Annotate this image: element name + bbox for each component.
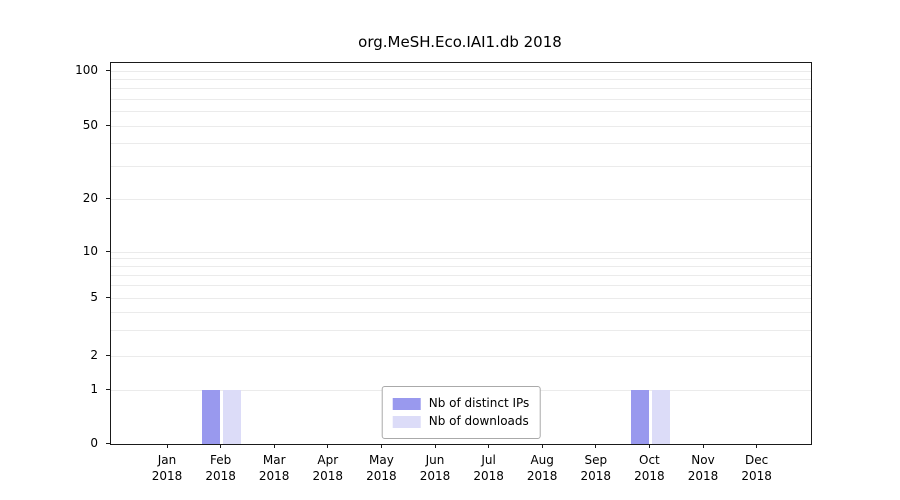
x-tick-label: May 2018 (366, 453, 397, 483)
x-tick-mark (327, 444, 329, 448)
gridline (111, 78, 811, 80)
bar-downloads (651, 390, 670, 444)
gridline (111, 125, 811, 127)
x-tick-mark (380, 444, 382, 448)
chart-title: org.MeSH.Eco.IAI1.db 2018 (358, 33, 562, 51)
legend-swatch (392, 415, 421, 428)
legend-label: Nb of downloads (428, 414, 529, 428)
gridline (111, 143, 811, 145)
legend: Nb of distinct IPs Nb of downloads (381, 386, 541, 439)
y-tick-mark (106, 443, 110, 444)
y-tick-label: 50 (82, 118, 98, 132)
x-axis: Jan 2018 Feb 2018 Mar 2018 Apr 2018 May 2018… (110, 444, 810, 494)
x-tick-mark (756, 444, 758, 448)
gridline (111, 198, 811, 200)
x-tick-label: Jan 2018 (151, 453, 183, 483)
y-tick-label: 2 (90, 348, 98, 362)
x-tick-label: Nov 2018 (687, 453, 719, 483)
y-tick-label: 20 (82, 191, 98, 205)
x-tick-mark (220, 444, 222, 448)
gridline (111, 355, 811, 357)
gridline (111, 266, 811, 268)
y-tick-mark (106, 251, 110, 252)
y-tick-mark (106, 389, 110, 390)
x-tick-mark (488, 444, 490, 448)
x-tick-label: Jul 2018 (473, 453, 504, 483)
gridline (111, 111, 811, 113)
gridline (111, 329, 811, 331)
bar-downloads (223, 390, 242, 444)
gridline (111, 88, 811, 90)
y-tick-label: 1 (90, 382, 98, 396)
y-tick-label: 0 (90, 436, 98, 450)
x-tick-mark (648, 444, 650, 448)
x-tick-label: Apr 2018 (312, 453, 344, 483)
x-tick-label: Dec 2018 (741, 453, 772, 483)
x-tick-label: Oct 2018 (634, 453, 665, 483)
gridline (111, 251, 811, 253)
y-tick-mark (106, 125, 110, 126)
bar-distinct-ips (630, 390, 649, 444)
x-tick-label: Aug 2018 (526, 453, 558, 483)
gridline (111, 311, 811, 313)
bar-distinct-ips (202, 390, 221, 444)
x-tick-label: Jun 2018 (419, 453, 451, 483)
legend-swatch (392, 397, 421, 410)
y-tick-label: 100 (75, 63, 98, 77)
y-tick-mark (106, 297, 110, 298)
gridline (111, 70, 811, 72)
x-tick-mark (541, 444, 543, 448)
gridline (111, 166, 811, 168)
x-tick-label: Sep 2018 (580, 453, 612, 483)
legend-entry: Nb of downloads (392, 414, 530, 429)
x-tick-mark (273, 444, 275, 448)
gridline (111, 258, 811, 260)
y-tick-mark (106, 70, 110, 71)
legend-label: Nb of distinct IPs (428, 396, 530, 410)
gridline (111, 297, 811, 299)
gridline (111, 285, 811, 287)
gridline (111, 275, 811, 277)
x-tick-label: Mar 2018 (258, 453, 290, 483)
y-axis: 0 1 2 5 10 20 50 100 (0, 62, 110, 450)
x-tick-mark (595, 444, 597, 448)
y-tick-mark (106, 355, 110, 356)
gridline (111, 98, 811, 100)
x-tick-mark (702, 444, 704, 448)
x-tick-mark (166, 444, 168, 448)
y-tick-label: 5 (90, 290, 98, 304)
y-tick-mark (106, 198, 110, 199)
x-tick-mark (434, 444, 436, 448)
plot-area: Nb of distinct IPs Nb of downloads (110, 62, 812, 445)
y-tick-label: 10 (82, 244, 98, 258)
x-tick-label: Feb 2018 (205, 453, 236, 483)
legend-entry: Nb of distinct IPs (392, 396, 530, 411)
